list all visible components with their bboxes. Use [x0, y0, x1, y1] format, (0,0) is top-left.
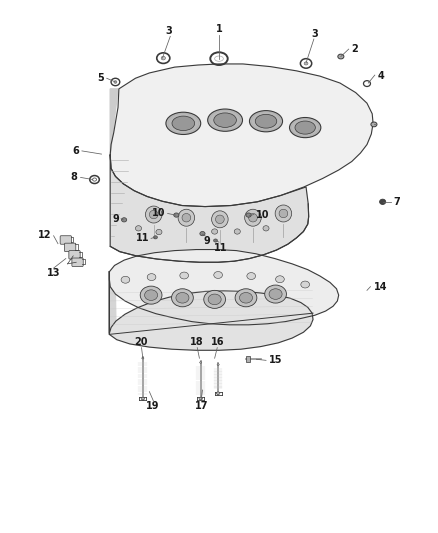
Bar [246, 356, 250, 362]
Ellipse shape [214, 271, 223, 278]
Ellipse shape [114, 80, 117, 83]
Ellipse shape [176, 293, 189, 303]
Text: 15: 15 [269, 356, 283, 365]
Text: 10: 10 [152, 208, 166, 219]
Ellipse shape [295, 121, 315, 134]
Ellipse shape [208, 294, 221, 305]
Text: 16: 16 [211, 337, 224, 347]
Ellipse shape [121, 217, 127, 222]
Text: 9: 9 [204, 236, 211, 246]
Text: 11: 11 [215, 243, 228, 253]
Ellipse shape [246, 213, 251, 217]
FancyBboxPatch shape [64, 243, 76, 252]
Text: 13: 13 [47, 268, 60, 278]
Ellipse shape [200, 231, 205, 236]
Ellipse shape [174, 213, 179, 217]
Text: 19: 19 [146, 401, 159, 411]
Ellipse shape [200, 362, 202, 364]
Text: 14: 14 [374, 281, 387, 292]
FancyBboxPatch shape [72, 258, 83, 266]
Ellipse shape [338, 54, 344, 59]
Text: 20: 20 [134, 337, 148, 347]
Ellipse shape [153, 236, 157, 239]
Ellipse shape [214, 239, 218, 242]
Ellipse shape [149, 211, 158, 219]
Ellipse shape [240, 293, 253, 303]
Text: 12: 12 [38, 230, 51, 240]
Ellipse shape [247, 272, 255, 279]
Ellipse shape [276, 276, 284, 282]
Ellipse shape [217, 364, 219, 366]
Ellipse shape [121, 276, 130, 283]
Ellipse shape [214, 113, 237, 127]
Ellipse shape [290, 117, 321, 138]
Ellipse shape [145, 206, 162, 223]
Ellipse shape [172, 116, 194, 131]
Ellipse shape [178, 209, 194, 226]
Ellipse shape [371, 122, 377, 127]
Polygon shape [110, 272, 116, 334]
Text: 3: 3 [311, 28, 318, 38]
Ellipse shape [161, 56, 166, 60]
Ellipse shape [182, 214, 191, 222]
Ellipse shape [208, 109, 243, 131]
Ellipse shape [172, 289, 193, 307]
Text: 11: 11 [136, 233, 149, 244]
Ellipse shape [145, 290, 158, 301]
Ellipse shape [212, 229, 218, 234]
Ellipse shape [249, 214, 257, 222]
Text: 7: 7 [393, 197, 400, 207]
Ellipse shape [156, 229, 162, 235]
Ellipse shape [142, 358, 144, 359]
Polygon shape [110, 64, 373, 207]
Ellipse shape [204, 290, 226, 309]
Polygon shape [110, 89, 118, 155]
Ellipse shape [263, 225, 269, 231]
Text: 10: 10 [256, 209, 269, 220]
Ellipse shape [140, 286, 162, 304]
Ellipse shape [269, 289, 282, 300]
Text: 17: 17 [195, 401, 208, 411]
Ellipse shape [234, 229, 240, 234]
Ellipse shape [166, 112, 201, 134]
FancyBboxPatch shape [60, 236, 71, 244]
Text: 18: 18 [191, 337, 204, 347]
Ellipse shape [250, 111, 283, 132]
Text: 6: 6 [72, 146, 79, 156]
Text: 1: 1 [215, 25, 223, 34]
Polygon shape [110, 272, 313, 350]
Ellipse shape [245, 209, 261, 226]
Ellipse shape [380, 199, 386, 205]
Ellipse shape [235, 289, 257, 307]
Ellipse shape [180, 272, 188, 279]
Ellipse shape [275, 205, 292, 222]
Text: 8: 8 [71, 172, 78, 182]
Text: 9: 9 [112, 214, 119, 224]
Ellipse shape [199, 397, 202, 400]
Ellipse shape [147, 273, 156, 280]
Ellipse shape [216, 392, 220, 394]
Polygon shape [110, 249, 339, 325]
Text: 3: 3 [166, 26, 172, 36]
Ellipse shape [304, 62, 308, 65]
Text: 4: 4 [378, 70, 385, 80]
Ellipse shape [141, 397, 145, 400]
Ellipse shape [215, 215, 224, 223]
Text: 5: 5 [97, 73, 104, 83]
Text: 2: 2 [352, 44, 358, 54]
Ellipse shape [135, 225, 141, 231]
Ellipse shape [301, 281, 310, 288]
Ellipse shape [255, 114, 277, 128]
Polygon shape [110, 155, 309, 262]
FancyBboxPatch shape [69, 251, 80, 259]
Ellipse shape [212, 211, 228, 228]
Ellipse shape [279, 209, 288, 217]
Ellipse shape [265, 285, 286, 303]
